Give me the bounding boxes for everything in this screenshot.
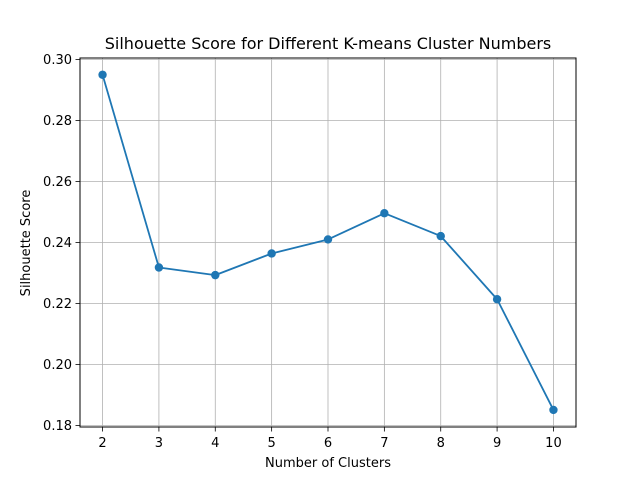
x-tick-label: 5	[267, 436, 275, 451]
x-tick-label: 7	[380, 436, 388, 451]
data-series	[98, 70, 558, 415]
axis-ticks: 2 3 4 5 6 7 8 9 10 0.18 0.20 0.22 0.24 0.26 0.28 0.30	[43, 53, 562, 451]
y-tick-label: 0.26	[43, 175, 72, 190]
y-tick-label: 0.18	[43, 419, 72, 434]
data-point-marker	[98, 70, 107, 79]
data-point-marker	[267, 249, 276, 258]
data-point-marker	[549, 405, 558, 415]
data-point-marker	[380, 209, 389, 218]
data-point-marker	[154, 263, 164, 272]
y-tick-label: 0.22	[43, 297, 72, 312]
x-tick-label: 6	[324, 436, 332, 451]
y-tick-label: 0.30	[43, 53, 72, 68]
data-point-marker	[436, 231, 445, 241]
x-tick-label: 8	[437, 436, 445, 451]
chart-title: Silhouette Score for Different K-means C…	[105, 34, 552, 53]
x-tick-label: 4	[211, 436, 219, 451]
x-axis-title: Number of Clusters	[265, 456, 391, 471]
y-axis-title: Silhouette Score	[19, 190, 34, 297]
x-tick-label: 3	[155, 436, 163, 451]
data-point-marker	[492, 295, 502, 304]
data-point-marker	[211, 270, 220, 280]
x-tick-label: 10	[545, 436, 562, 451]
y-tick-label: 0.24	[43, 236, 72, 251]
data-point-marker	[323, 235, 333, 244]
x-tick-label: 2	[98, 436, 106, 451]
y-tick-label: 0.28	[43, 114, 72, 129]
x-tick-label: 9	[493, 436, 501, 451]
y-tick-label: 0.20	[43, 358, 72, 373]
